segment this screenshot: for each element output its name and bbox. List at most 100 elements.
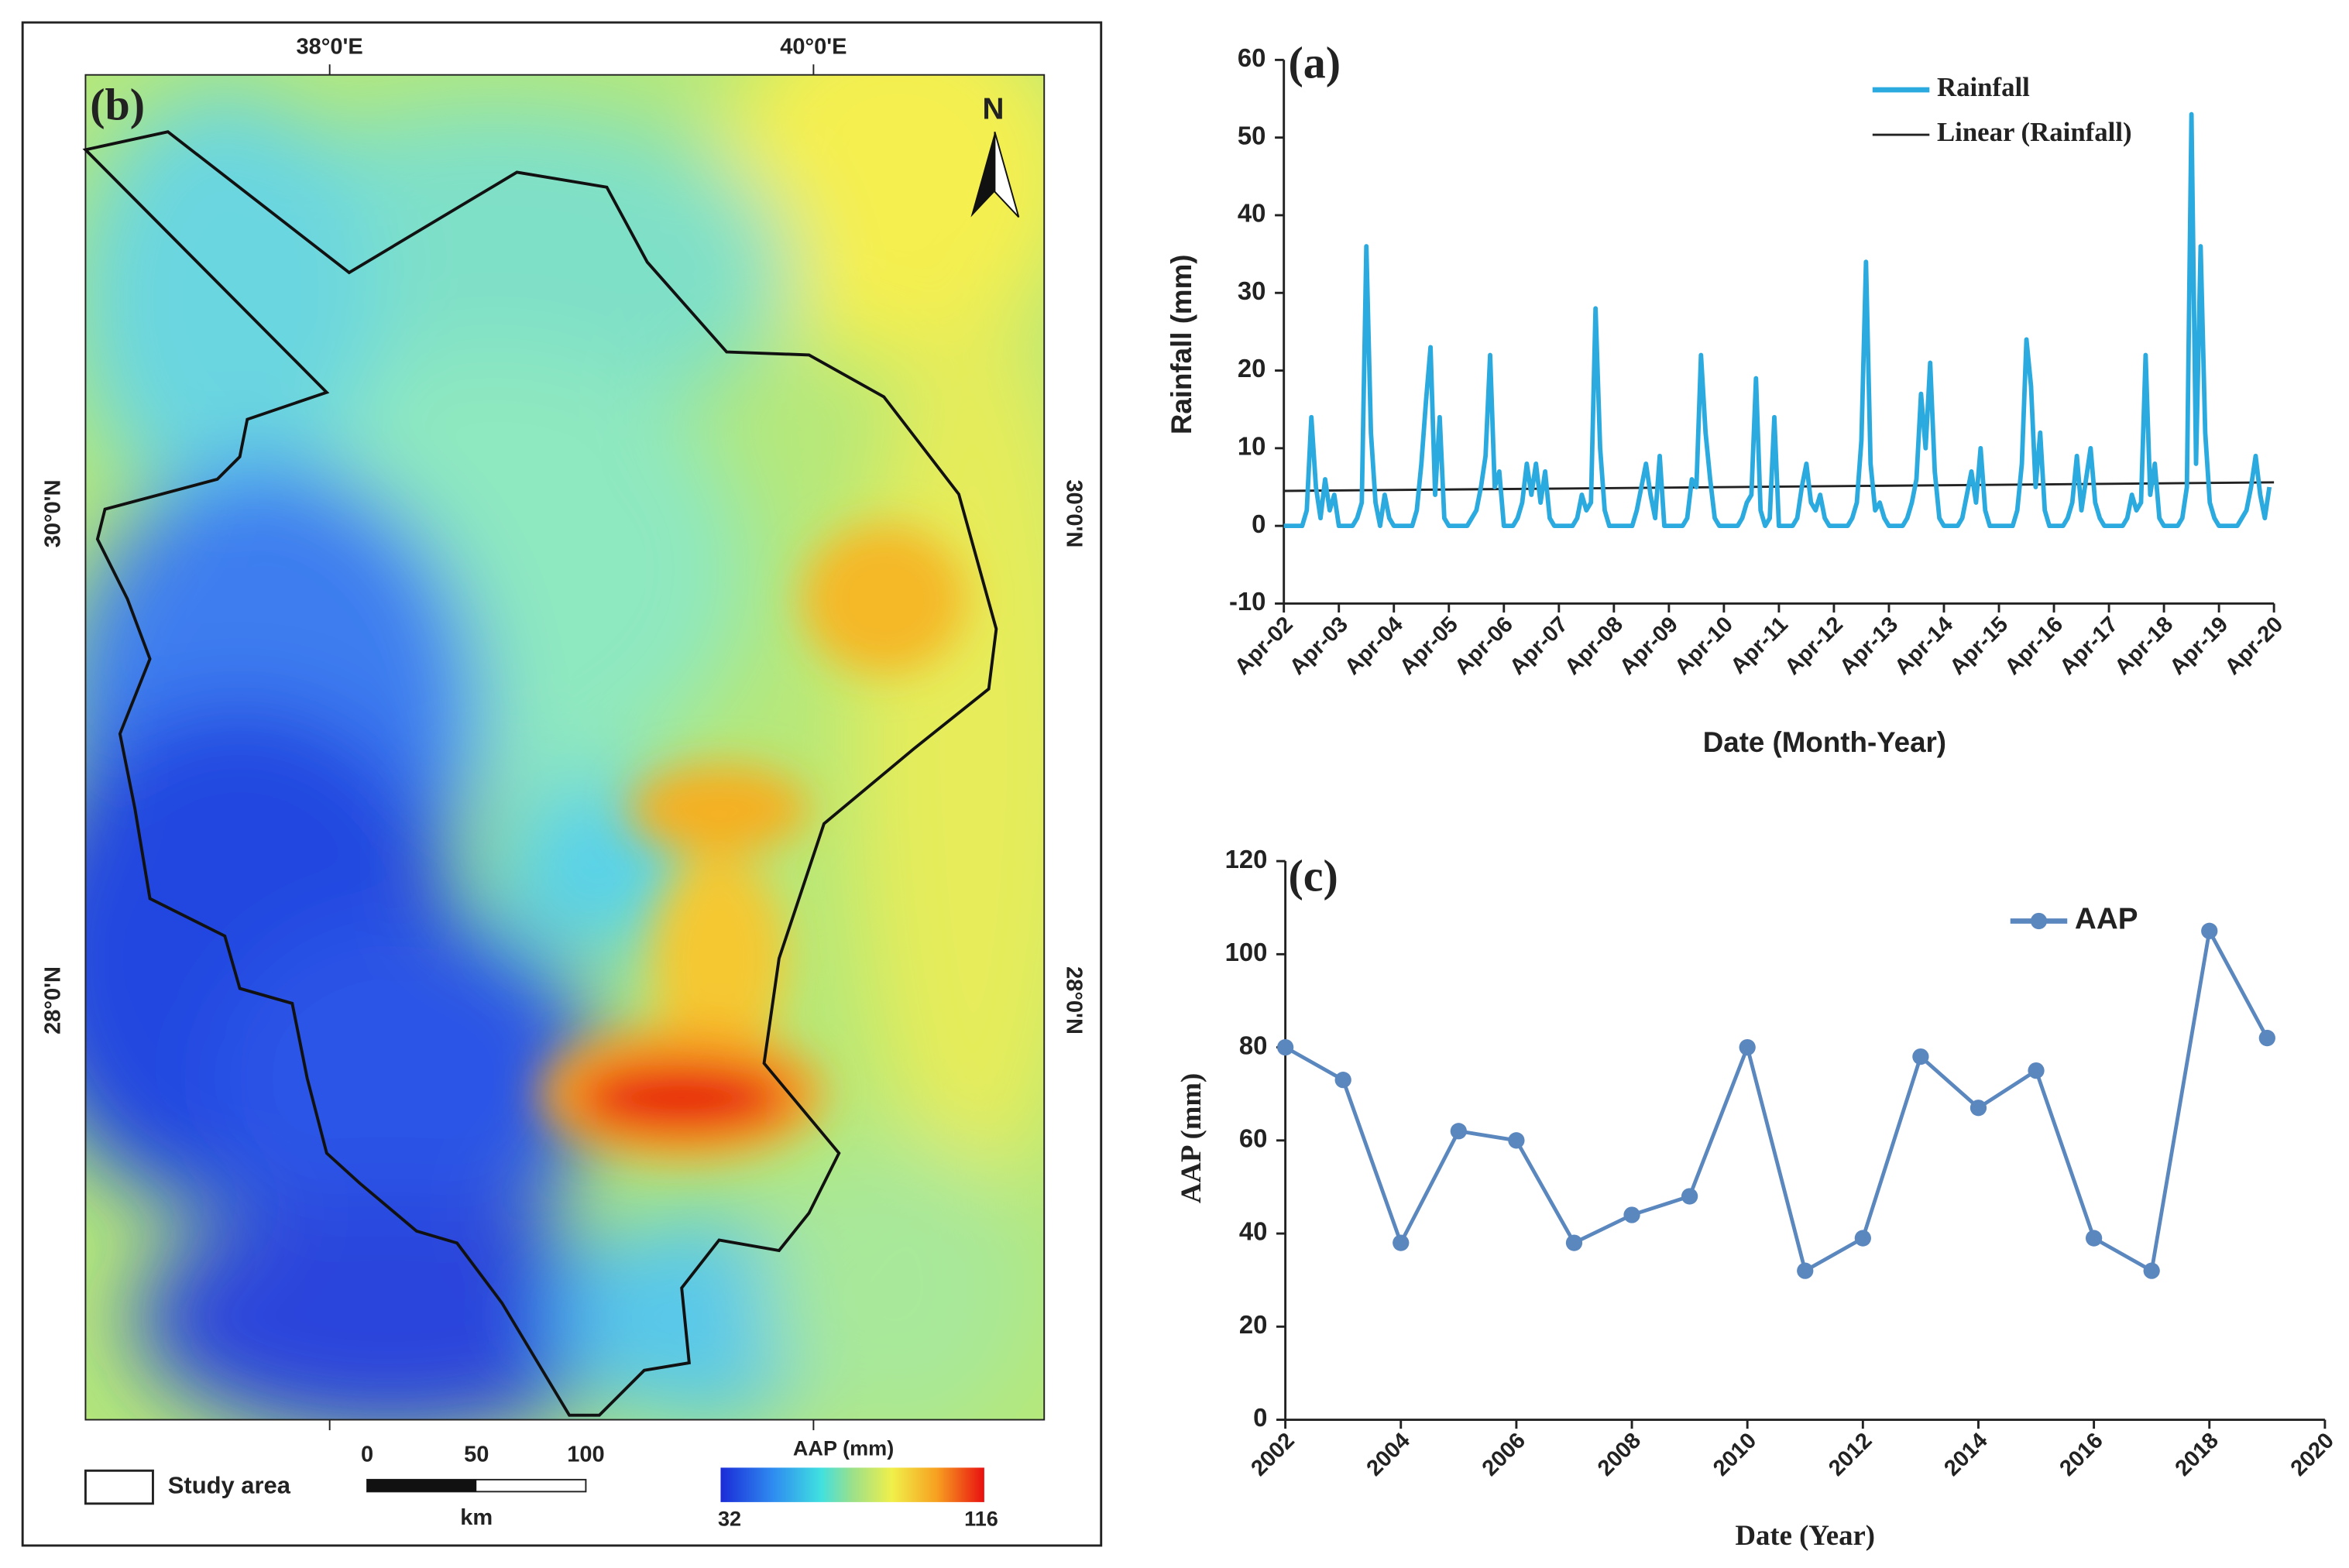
colorbar-max: 116 bbox=[964, 1506, 998, 1530]
x-tick-label: Apr-12 bbox=[1780, 612, 1848, 680]
y-tick-label: 100 bbox=[1225, 938, 1268, 966]
legend-marker bbox=[2030, 912, 2048, 930]
map-panel: 38°0'E 40°0'E 30°0'N 28°0'N 30°0'N 28°0'… bbox=[21, 21, 1103, 1547]
y-tick-label: 20 bbox=[1239, 1310, 1268, 1339]
x-tick-label: 2018 bbox=[2171, 1428, 2224, 1481]
data-point bbox=[1393, 1234, 1410, 1251]
x-tick-label: 2020 bbox=[2286, 1428, 2339, 1481]
scale-unit: km bbox=[460, 1505, 493, 1530]
data-point bbox=[1912, 1048, 1929, 1065]
y-tick-label: 0 bbox=[1253, 1403, 1267, 1432]
x-tick-label: Apr-17 bbox=[2055, 612, 2124, 680]
scale-label: 100 bbox=[567, 1443, 604, 1467]
lat-label: 30°0'N bbox=[1061, 479, 1086, 547]
north-label: N bbox=[983, 92, 1005, 125]
legend-label: Study area bbox=[168, 1472, 291, 1499]
lat-label: 28°0'N bbox=[1061, 966, 1086, 1034]
data-point bbox=[1970, 1100, 1987, 1117]
x-tick-label: 2012 bbox=[1824, 1428, 1877, 1481]
scale-bar bbox=[367, 1479, 477, 1492]
map-border bbox=[84, 74, 1046, 1421]
x-tick-label: Apr-15 bbox=[1945, 612, 2014, 680]
data-point bbox=[1450, 1123, 1467, 1140]
legend-label: Linear (Rainfall) bbox=[1937, 117, 2132, 147]
x-tick-label: 2014 bbox=[1939, 1428, 1992, 1481]
x-tick-label: Apr-11 bbox=[1726, 612, 1793, 678]
data-point bbox=[1334, 1072, 1351, 1089]
y-tick-label: 60 bbox=[1238, 43, 1266, 72]
x-tick-label: Apr-18 bbox=[2110, 612, 2179, 680]
lat-label: 28°0'N bbox=[40, 966, 65, 1034]
x-tick-label: Apr-02 bbox=[1230, 612, 1298, 680]
data-point bbox=[1508, 1132, 1525, 1149]
colorbar bbox=[720, 1467, 984, 1502]
legend-label: AAP bbox=[2075, 903, 2138, 936]
x-tick-label: Apr-04 bbox=[1340, 612, 1408, 680]
x-axis-label: Date (Year) bbox=[1735, 1519, 1875, 1551]
data-point bbox=[2143, 1262, 2160, 1279]
x-tick-label: Apr-08 bbox=[1560, 612, 1628, 680]
x-tick-label: Apr-07 bbox=[1505, 612, 1573, 680]
y-tick-label: 50 bbox=[1238, 121, 1266, 149]
y-tick-label: 20 bbox=[1238, 354, 1266, 383]
x-tick-label: Apr-13 bbox=[1835, 612, 1903, 680]
series-line bbox=[1283, 112, 2272, 529]
x-tick-label: Apr-20 bbox=[2220, 612, 2289, 680]
x-tick-label: Apr-19 bbox=[2165, 612, 2234, 680]
x-tick-label: 2010 bbox=[1709, 1428, 1761, 1481]
y-tick-label: 30 bbox=[1238, 276, 1266, 305]
data-point bbox=[2085, 1230, 2103, 1247]
study-area-boundary bbox=[82, 130, 998, 1417]
data-point bbox=[1623, 1206, 1640, 1223]
data-point bbox=[1681, 1188, 1698, 1205]
lon-label: 38°0'E bbox=[297, 35, 363, 60]
lat-label: 30°0'N bbox=[40, 479, 65, 547]
x-tick-label: Apr-05 bbox=[1395, 612, 1463, 680]
x-axis-label: Date (Month-Year) bbox=[1703, 726, 1946, 758]
scale-label: 50 bbox=[464, 1443, 489, 1467]
x-tick-label: 2008 bbox=[1593, 1428, 1646, 1481]
x-tick-label: Apr-06 bbox=[1450, 612, 1518, 680]
legend-label: Rainfall bbox=[1937, 72, 2030, 102]
panel-label: (b) bbox=[90, 80, 145, 130]
data-point bbox=[2258, 1029, 2275, 1047]
lon-label: 40°0'E bbox=[780, 35, 847, 60]
y-tick-label: 60 bbox=[1239, 1124, 1268, 1153]
x-tick-label: 2016 bbox=[2055, 1428, 2107, 1481]
data-point bbox=[1565, 1234, 1583, 1251]
x-tick-label: Apr-10 bbox=[1670, 612, 1738, 680]
x-tick-label: Apr-14 bbox=[1890, 612, 1958, 680]
x-tick-label: Apr-16 bbox=[2000, 612, 2069, 680]
scale-label: 0 bbox=[361, 1443, 373, 1467]
colorbar-min: 32 bbox=[718, 1506, 741, 1530]
x-tick-label: Apr-03 bbox=[1285, 612, 1353, 680]
panel-label: (a) bbox=[1288, 37, 1341, 87]
study-area-swatch bbox=[84, 1469, 154, 1505]
y-tick-label: 0 bbox=[1252, 510, 1266, 538]
north-arrow bbox=[994, 131, 1020, 218]
x-tick-label: 2004 bbox=[1362, 1428, 1415, 1481]
y-tick-label: 40 bbox=[1238, 199, 1266, 228]
data-point bbox=[1797, 1262, 1814, 1279]
data-point bbox=[1854, 1230, 1871, 1247]
y-axis-label: AAP (mm) bbox=[1175, 1073, 1207, 1203]
series-line bbox=[1284, 928, 2269, 1273]
y-tick-label: 120 bbox=[1225, 845, 1268, 873]
colorbar-title: AAP (mm) bbox=[793, 1436, 894, 1460]
data-point bbox=[1739, 1038, 1756, 1056]
y-tick-label: 40 bbox=[1239, 1217, 1268, 1246]
y-tick-label: -10 bbox=[1229, 587, 1266, 616]
data-point bbox=[2028, 1062, 2045, 1079]
x-tick-label: 2002 bbox=[1246, 1428, 1299, 1481]
panel-label: (c) bbox=[1288, 851, 1338, 901]
data-point bbox=[2201, 922, 2218, 939]
north-arrow bbox=[970, 132, 995, 218]
x-tick-label: Apr-09 bbox=[1615, 612, 1683, 680]
y-tick-label: 80 bbox=[1239, 1031, 1268, 1059]
y-tick-label: 10 bbox=[1238, 432, 1266, 461]
x-tick-label: 2006 bbox=[1478, 1428, 1530, 1481]
map-raster bbox=[85, 74, 1045, 1420]
y-axis-label: Rainfall (mm) bbox=[1166, 254, 1197, 434]
data-point bbox=[1276, 1038, 1294, 1056]
